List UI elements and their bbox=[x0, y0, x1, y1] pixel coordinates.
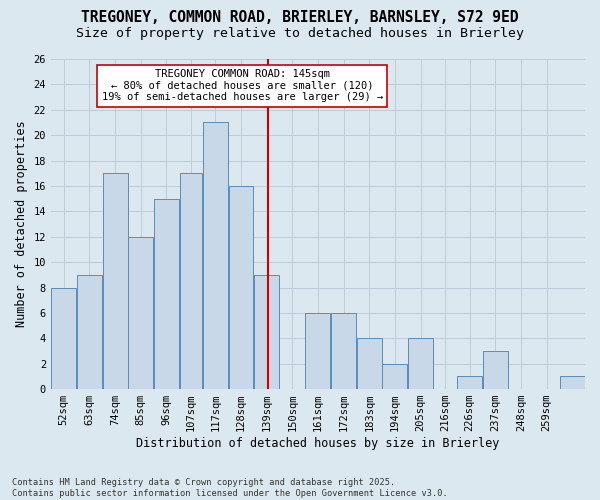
Bar bbox=[203, 122, 228, 389]
Bar bbox=[483, 351, 508, 389]
X-axis label: Distribution of detached houses by size in Brierley: Distribution of detached houses by size … bbox=[136, 437, 500, 450]
Bar bbox=[254, 275, 279, 389]
Bar bbox=[331, 313, 356, 389]
Bar bbox=[382, 364, 407, 389]
Text: Contains HM Land Registry data © Crown copyright and database right 2025.
Contai: Contains HM Land Registry data © Crown c… bbox=[12, 478, 448, 498]
Bar bbox=[103, 174, 128, 389]
Y-axis label: Number of detached properties: Number of detached properties bbox=[15, 120, 28, 328]
Bar bbox=[154, 198, 179, 389]
Bar bbox=[77, 275, 102, 389]
Bar bbox=[229, 186, 253, 389]
Bar bbox=[457, 376, 482, 389]
Text: TREGONEY, COMMON ROAD, BRIERLEY, BARNSLEY, S72 9ED: TREGONEY, COMMON ROAD, BRIERLEY, BARNSLE… bbox=[81, 10, 519, 25]
Bar bbox=[305, 313, 331, 389]
Bar bbox=[357, 338, 382, 389]
Bar bbox=[179, 174, 202, 389]
Bar bbox=[51, 288, 76, 389]
Text: TREGONEY COMMON ROAD: 145sqm
← 80% of detached houses are smaller (120)
19% of s: TREGONEY COMMON ROAD: 145sqm ← 80% of de… bbox=[101, 69, 383, 102]
Bar bbox=[560, 376, 584, 389]
Bar bbox=[408, 338, 433, 389]
Bar bbox=[128, 236, 153, 389]
Text: Size of property relative to detached houses in Brierley: Size of property relative to detached ho… bbox=[76, 28, 524, 40]
